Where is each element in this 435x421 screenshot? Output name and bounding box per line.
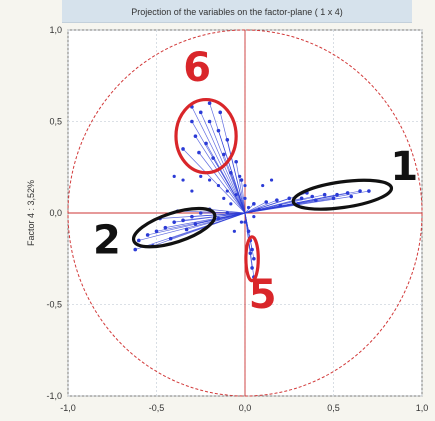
data-point [261,183,265,188]
variable-vector [209,208,246,214]
y-tick-label: -0,5 [46,300,62,310]
variable-vector [138,212,246,241]
data-point [181,147,185,151]
variable-vector [191,106,246,214]
data-point [190,189,194,193]
data-point [225,211,230,215]
y-tick-label: -1,0 [46,391,62,401]
annotation-label-2: 2 [93,217,121,263]
annotation-label-1: 1 [390,144,418,190]
data-point [145,233,150,237]
data-point [199,174,203,178]
variable-vector [244,201,267,214]
data-point [207,101,212,105]
data-point [190,119,194,124]
data-point [193,222,198,226]
y-axis-label: Factor 4 : 3,52% [26,180,36,246]
data-point [208,178,212,182]
data-point [229,202,233,206]
data-point [184,227,189,232]
variable-vector [218,212,246,219]
variable-vector [219,112,246,214]
chart-title: Projection of the variables on the facto… [62,0,412,23]
group-ellipse-2 [131,206,217,249]
data-point [225,189,229,193]
data-point [218,110,223,115]
variable-vector [182,148,246,214]
group-ellipse-1 [291,178,394,211]
data-point [367,189,371,193]
x-tick-label: -1,0 [60,403,76,413]
data-point [232,229,236,233]
annotation-label-6: 6 [183,45,211,91]
variable-vector [200,112,246,214]
variable-vector [135,212,246,250]
x-tick-label: -0,5 [149,403,165,413]
data-point [163,225,168,230]
y-tick-label: 0,0 [49,208,62,218]
data-point [197,150,201,155]
group-ellipse-5 [244,235,260,283]
variable-vector [212,157,246,214]
variable-vector [160,212,246,219]
variable-vector [244,203,255,214]
data-point [222,196,226,200]
data-point [252,215,256,219]
data-point [322,192,327,197]
data-point [252,256,256,261]
data-point [221,152,226,157]
data-point [198,110,203,115]
data-point [204,141,208,146]
data-point [193,134,198,138]
data-point [264,200,269,204]
data-point [137,238,141,243]
data-point [211,156,215,160]
variable-vector [244,212,249,232]
data-point [358,189,362,193]
data-point [133,247,138,252]
variable-vector [209,103,246,214]
variable-vector [235,161,246,214]
x-tick-label: 0,0 [239,403,252,413]
data-point [181,218,185,223]
data-point [239,220,244,224]
data-point [154,229,159,234]
variable-vector [241,180,246,214]
annotation-label-5: 5 [249,272,277,318]
data-point [278,203,283,208]
x-tick-label: 0,5 [327,403,340,413]
data-point [181,178,185,182]
variable-vector [195,135,246,214]
data-point [172,174,176,178]
y-tick-label: 0,5 [49,117,62,127]
data-point [269,178,274,182]
data-point [207,119,212,124]
data-point [252,202,256,206]
variable-vector [244,212,251,254]
data-point [243,196,247,200]
variable-vector [186,212,246,230]
variable-vector [198,152,246,214]
data-point [234,159,238,164]
group-ellipse-6 [174,97,238,175]
x-tick-label: 1,0 [416,403,429,413]
data-point [248,251,253,256]
y-tick-label: 1,0 [49,25,62,35]
data-point [216,216,221,221]
data-point [172,220,176,224]
data-point [246,229,251,234]
data-point [243,183,247,188]
variable-vector [244,199,277,214]
data-point [239,178,244,182]
data-point [275,198,279,202]
data-point [349,194,354,199]
